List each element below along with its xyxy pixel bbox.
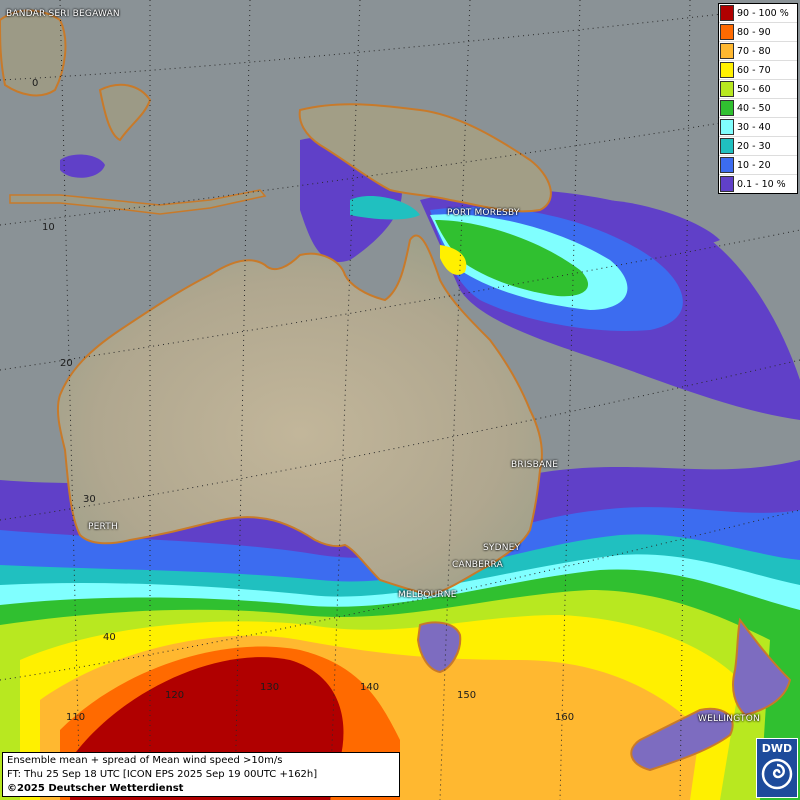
city-label-bandar-seri-begawan: BANDAR SERI BEGAWAN [6,9,120,19]
lon-label-160: 160 [555,712,575,723]
info-forecast-time: FT: Thu 25 Sep 18 UTC [ICON EPS 2025 Sep… [7,769,318,780]
lon-label-140: 140 [360,682,380,693]
city-label-wellington: WELLINGTON [698,714,760,724]
lon-label-150: 150 [457,690,477,701]
legend-item: 20 - 30 [719,137,797,156]
sulawesi-landmass [98,83,152,142]
city-label-brisbane: BRISBANE [511,460,559,470]
legend-item: 90 - 100 % [719,4,797,23]
info-copyright: ©2025 Deutscher Wetterdienst [7,783,184,794]
dwd-logo-text: DWD [761,742,793,755]
borneo-landmass [0,9,67,97]
legend-item: 50 - 60 [719,80,797,99]
lat-label-0: 0 [32,78,39,89]
legend-item: 80 - 90 [719,23,797,42]
info-title: Ensemble mean + spread of Mean wind spee… [7,755,283,766]
legend-swatch [720,62,734,78]
prob-north-blob-4 [350,195,420,220]
legend-swatch [720,100,734,116]
legend-label: 40 - 50 [737,102,771,114]
legend-swatch [720,176,734,192]
legend-item: 60 - 70 [719,61,797,80]
legend-label: 30 - 40 [737,121,771,133]
lat-label-30: 30 [83,494,96,505]
lat-label-20: 20 [60,358,73,369]
city-label-port-moresby: PORT MORESBY [447,208,520,218]
legend-swatch [720,138,734,154]
legend-swatch [720,81,734,97]
new-guinea-landmass [298,103,552,213]
lesser-sunda-islands [9,189,267,215]
lat-label-10: 10 [42,222,55,233]
legend-item: 0.1 - 10 % [719,175,797,193]
legend: 90 - 100 % 80 - 90 70 - 80 60 - 70 50 - 60 40… [718,3,798,194]
prob-north-blob-3 [600,200,720,245]
city-label-perth: PERTH [88,522,118,532]
legend-item: 30 - 40 [719,118,797,137]
legend-item: 10 - 20 [719,156,797,175]
info-box: Ensemble mean + spread of Mean wind spee… [2,752,400,797]
legend-swatch [720,43,734,59]
legend-label: 70 - 80 [737,45,771,57]
prob-coral-40-50 [435,220,589,297]
city-label-sydney: SYDNEY [483,543,521,553]
legend-swatch [720,119,734,135]
legend-label: 20 - 30 [737,140,771,152]
legend-item: 40 - 50 [719,99,797,118]
legend-label: 50 - 60 [737,83,771,95]
nz-south-island [630,707,734,772]
tasmania-landmass [416,621,462,674]
lat-label-40: 40 [103,632,116,643]
dwd-logo: DWD [756,738,798,798]
nz-north-island [732,617,792,717]
swirl-icon [761,758,793,790]
legend-label: 0.1 - 10 % [737,178,786,190]
city-label-canberra: CANBERRA [452,560,503,570]
lon-label-120: 120 [165,690,185,701]
probability-field [0,137,800,800]
legend-item: 70 - 80 [719,42,797,61]
legend-swatch [720,24,734,40]
legend-label: 10 - 20 [737,159,771,171]
lon-label-110: 110 [66,712,86,723]
lon-label-130: 130 [260,682,280,693]
legend-swatch [720,5,734,21]
australia-landmass [56,234,543,597]
legend-swatch [720,157,734,173]
prob-coral-50-60 [440,245,467,275]
legend-label: 90 - 100 % [737,7,789,19]
prob-north-blob-1 [60,154,105,178]
city-label-melbourne: MELBOURNE [398,590,457,600]
legend-label: 60 - 70 [737,64,771,76]
legend-label: 80 - 90 [737,26,771,38]
